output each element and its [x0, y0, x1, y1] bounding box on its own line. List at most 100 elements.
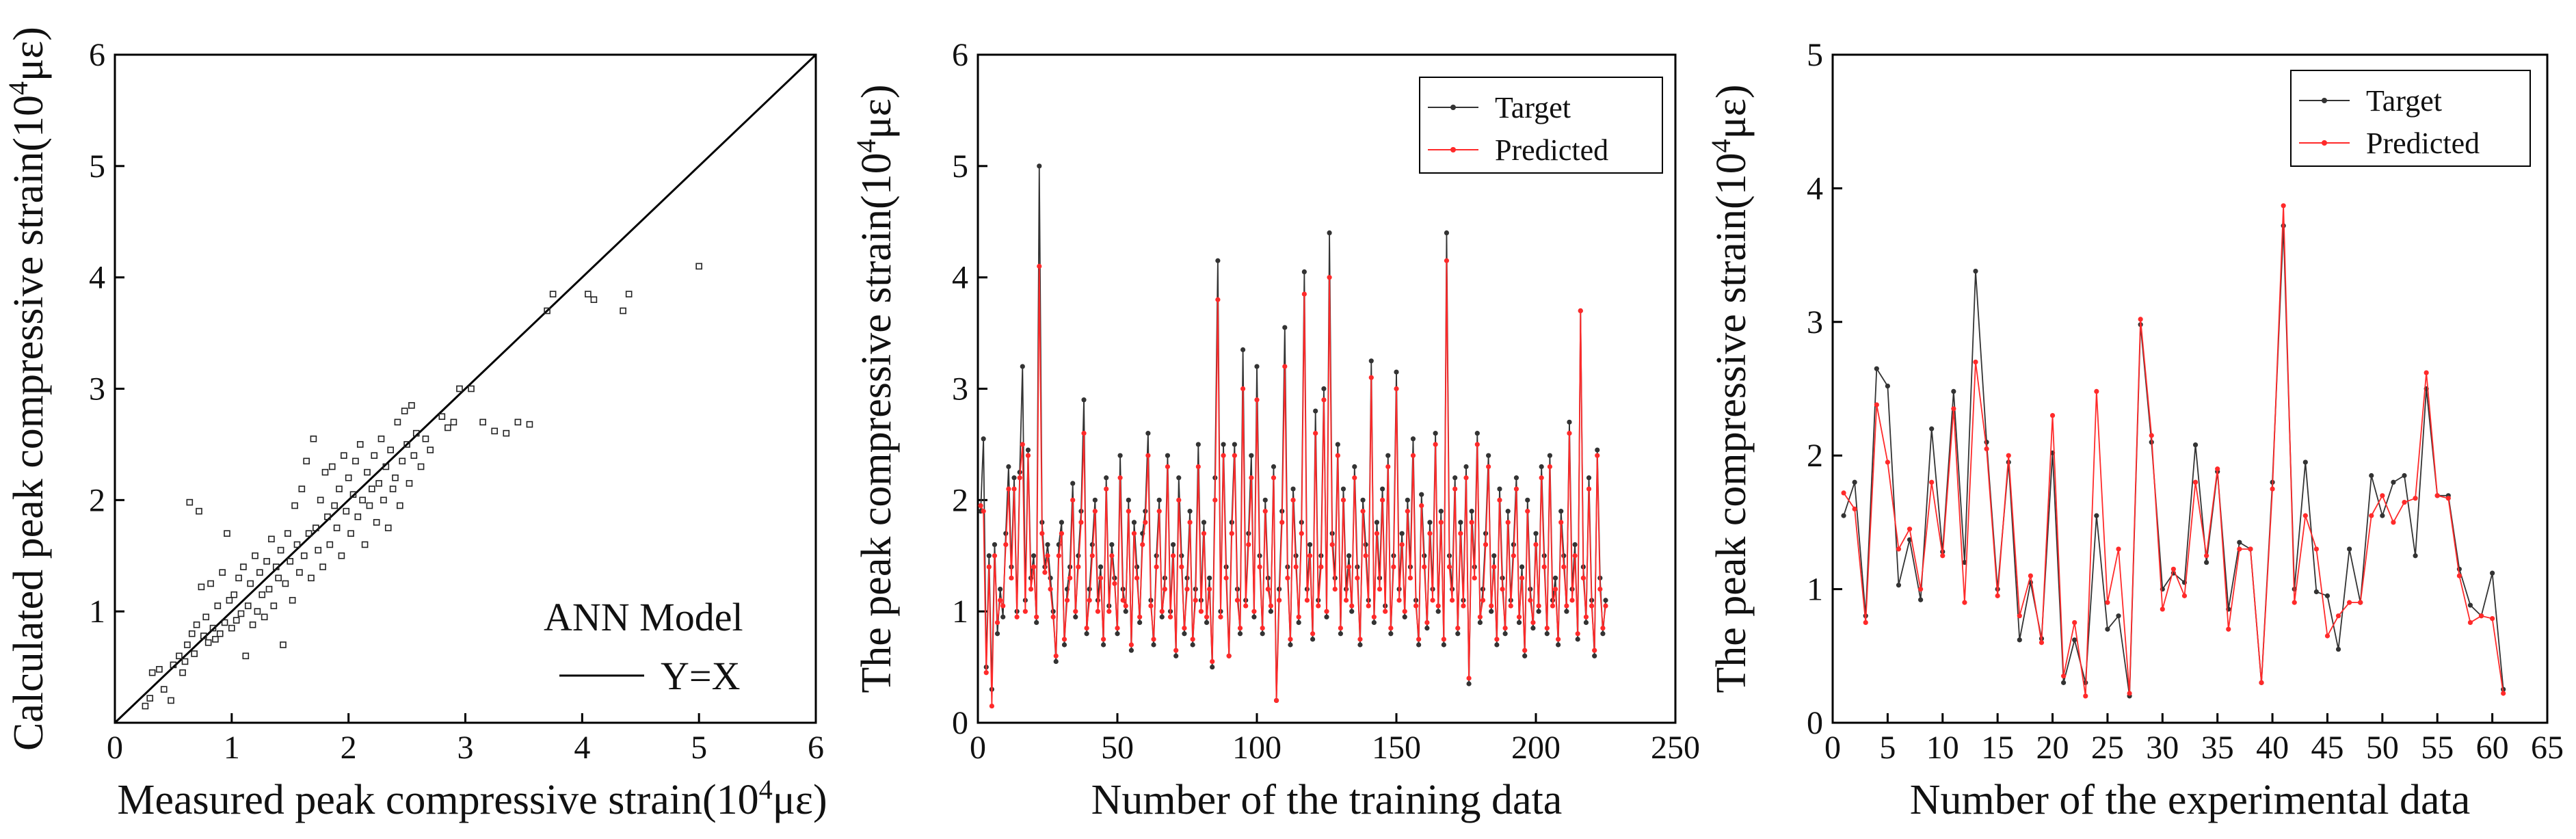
scatter-point [326, 541, 334, 548]
data-point-predicted [1486, 464, 1491, 470]
data-point-target [2192, 442, 2199, 448]
legend-marker-target [2322, 98, 2327, 103]
data-point-target [1251, 614, 1257, 620]
data-point-predicted [2248, 546, 2253, 552]
scatter-point [303, 457, 310, 465]
scatter-point [375, 480, 382, 487]
data-point-predicted [1207, 587, 1212, 592]
scatter-point [252, 552, 258, 559]
data-point-predicted [1193, 598, 1198, 603]
data-point-predicted [1039, 531, 1045, 536]
scatter-point [289, 597, 296, 604]
data-point-predicted [1597, 587, 1603, 592]
data-point-predicted [1907, 527, 1913, 532]
scatter-point [221, 619, 228, 626]
data-point-target [1059, 520, 1064, 525]
data-point-predicted [1115, 625, 1120, 631]
y-tick-label: 4 [89, 260, 105, 296]
scatter-point [214, 602, 222, 609]
data-point-predicted [2434, 493, 2440, 498]
data-point-predicted [1179, 564, 1184, 570]
data-point-predicted [1430, 598, 1435, 603]
scatter-point [142, 702, 149, 710]
data-point-predicted [2302, 513, 2308, 518]
data-point-target [1357, 642, 1363, 648]
data-point-predicted [1277, 598, 1282, 603]
y-axis-label: The peak compressive strain(104με) [1710, 84, 1755, 693]
scatter-point [397, 502, 403, 509]
data-point-predicted [1037, 263, 1042, 269]
scatter-point [268, 535, 275, 543]
scatter-point [349, 491, 357, 498]
x-tick-label: 55 [2421, 730, 2454, 766]
data-point-predicted [1516, 614, 1522, 620]
scatter-point [361, 541, 369, 548]
data-point-predicted [1120, 598, 1126, 603]
data-point-target [1533, 531, 1539, 536]
y-tick-label: 1 [89, 594, 105, 630]
data-point-target [1070, 481, 1076, 486]
data-point-predicted [1438, 520, 1444, 525]
x-tick-label: 6 [808, 730, 824, 766]
data-point-predicted [2369, 513, 2374, 518]
scatter-point [168, 697, 174, 704]
scatter-point [319, 563, 326, 570]
data-point-predicted [1257, 564, 1262, 570]
scatter-point [293, 541, 301, 548]
data-point-target [1048, 575, 1053, 581]
data-point-predicted [978, 503, 983, 509]
data-point-predicted [1098, 575, 1104, 581]
data-point-predicted [1578, 308, 1583, 314]
x-tick-label: 250 [1651, 730, 1700, 766]
x-tick-label: 0 [1824, 730, 1841, 766]
scatter-point [207, 580, 214, 587]
data-point-predicted [1123, 603, 1128, 609]
scatter-point [354, 513, 362, 520]
data-point-predicted [2192, 479, 2199, 485]
data-point-predicted [1525, 509, 1530, 514]
data-point-predicted [1519, 575, 1525, 581]
series-line-target [1843, 226, 2504, 697]
scatter-point [287, 558, 294, 565]
data-point-predicted [1195, 464, 1201, 470]
data-point-target [1282, 325, 1288, 330]
data-point-predicted [1586, 486, 1592, 492]
data-point-predicted [1173, 648, 1179, 653]
scatter-point [204, 639, 212, 646]
scatter-point [256, 569, 263, 576]
scatter-point [382, 463, 390, 470]
data-point-predicted [2017, 613, 2022, 619]
data-point-predicted [1223, 575, 1229, 581]
data-point-predicted [2270, 486, 2275, 492]
data-point-predicted [1156, 509, 1162, 514]
data-point-predicted [1349, 603, 1355, 609]
data-point-predicted [1020, 442, 1025, 447]
data-point-predicted [1140, 542, 1145, 548]
data-point-predicted [1450, 598, 1455, 603]
data-point-predicted [1210, 658, 1215, 665]
data-point-predicted [1254, 397, 1260, 403]
data-point-predicted [1106, 609, 1112, 614]
data-point-predicted [1092, 509, 1098, 514]
data-point-predicted [1567, 431, 1572, 436]
data-point-predicted [2237, 546, 2242, 552]
x-tick-label: 30 [2146, 730, 2179, 766]
data-point-target [998, 587, 1003, 592]
data-point-predicted [2467, 620, 2473, 626]
data-point-predicted [1212, 497, 1218, 503]
data-point-predicted [1458, 531, 1463, 536]
data-point-predicted [981, 509, 986, 514]
data-point-target [1240, 347, 1246, 353]
data-point-predicted [1371, 614, 1377, 620]
data-point-target [1558, 509, 1564, 514]
data-point-target [2105, 626, 2110, 632]
x-tick-label: 50 [2366, 730, 2399, 766]
scatter-point [156, 666, 163, 673]
data-point-predicted [1491, 564, 1497, 570]
data-point-predicted [1564, 603, 1569, 609]
data-point-predicted [1552, 587, 1558, 592]
data-point-predicted [1441, 637, 1446, 642]
data-point-predicted [2445, 496, 2451, 501]
data-point-target [1469, 509, 1474, 514]
data-point-predicted [1078, 520, 1084, 525]
